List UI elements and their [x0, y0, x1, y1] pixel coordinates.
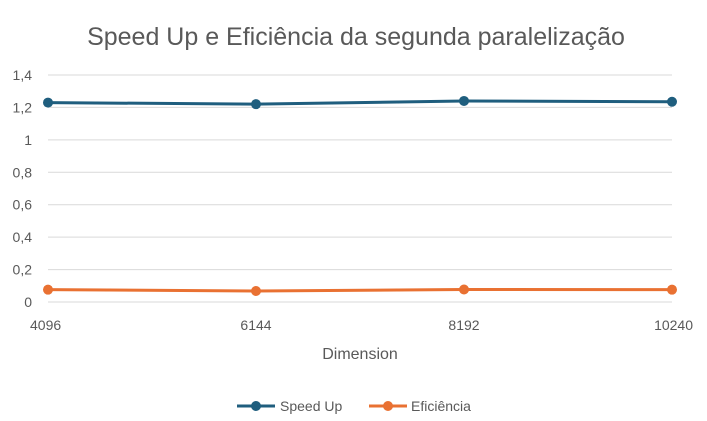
y-tick-label: 0,4 [13, 229, 33, 245]
y-tick-label: 0 [24, 294, 32, 310]
legend-label: Eficiência [411, 398, 471, 414]
x-tick-label: 4096 [30, 317, 61, 333]
series-line-eficiencia [47, 288, 673, 293]
y-tick-label: 1 [24, 132, 32, 148]
data-point [459, 284, 469, 295]
legend: Speed Up Eficiência [237, 398, 471, 414]
gridlines [48, 74, 672, 303]
series-lines [43, 95, 677, 296]
legend-marker [251, 401, 261, 411]
data-point [459, 95, 469, 106]
y-tick-label: 0,8 [13, 164, 33, 180]
series-line-speed-up [47, 99, 673, 106]
y-tick-label: 1,2 [13, 99, 33, 115]
x-axis-ticks: 4096 6144 8192 10240 [30, 317, 693, 333]
data-point [43, 97, 53, 108]
x-axis-title: Dimension [322, 346, 398, 363]
data-point [251, 99, 261, 110]
data-point [667, 284, 677, 295]
data-point [251, 285, 261, 296]
x-tick-label: 6144 [240, 317, 271, 333]
y-tick-label: 0,6 [13, 197, 33, 213]
legend-marker [383, 401, 393, 411]
data-point [43, 284, 53, 295]
y-tick-label: 1,4 [13, 67, 33, 83]
x-tick-label: 10240 [654, 317, 693, 333]
x-tick-label: 8192 [448, 317, 479, 333]
data-point [667, 96, 677, 107]
chart-title: Speed Up e Eficiência da segunda paralel… [87, 23, 625, 51]
y-axis-ticks: 0 0,2 0,4 0,6 0,8 1 1,2 1,4 [13, 67, 33, 310]
y-tick-label: 0,2 [13, 262, 33, 278]
legend-label: Speed Up [280, 398, 342, 414]
